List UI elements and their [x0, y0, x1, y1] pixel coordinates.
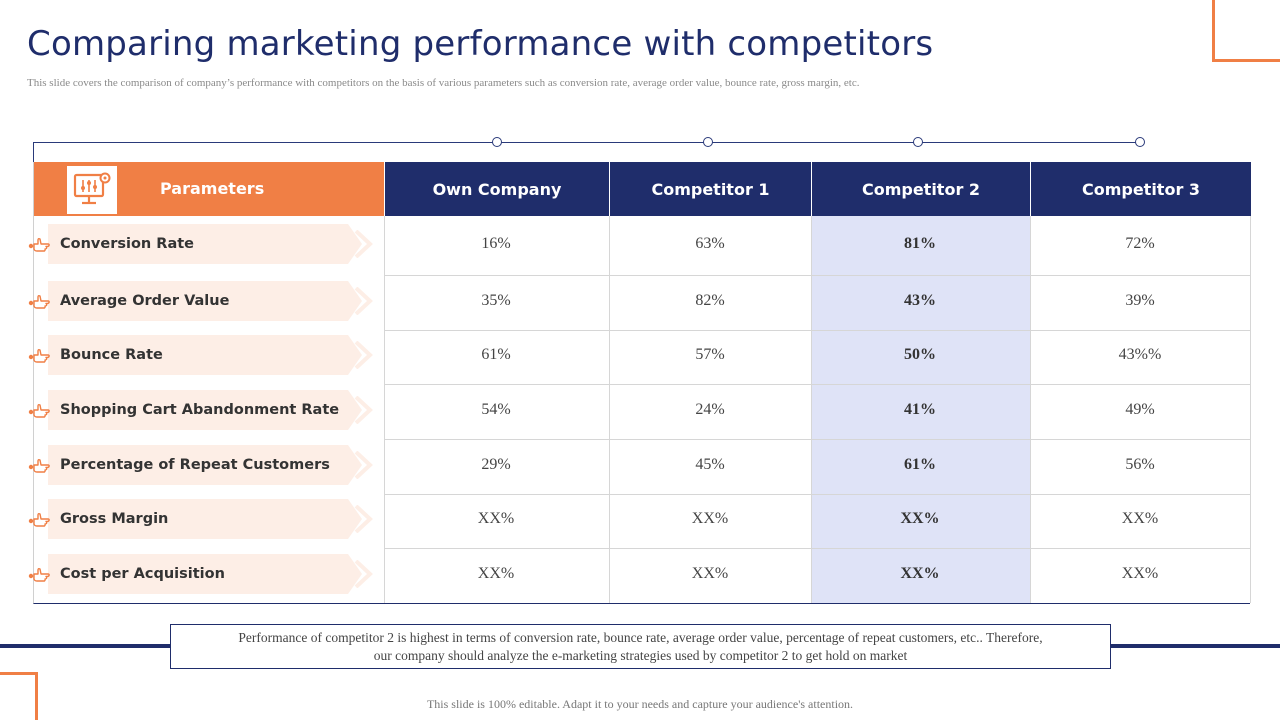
table-cell: 43% [904, 292, 936, 309]
connector-line [33, 142, 1141, 143]
connector-dot [492, 137, 502, 147]
column-divider [1030, 216, 1031, 603]
chevron-outline-icon [354, 560, 373, 588]
pointing-hand-icon [28, 567, 50, 582]
column-divider [384, 216, 385, 603]
parameter-label: Percentage of Repeat Customers [48, 445, 373, 485]
table-cell: 81% [904, 235, 936, 252]
table-cell: XX% [691, 510, 729, 527]
connector-dot [1135, 137, 1145, 147]
comparison-table: Parameters Own Company Competitor 1 Comp… [28, 162, 1251, 604]
table-cell: XX% [900, 510, 940, 527]
summary-note-line-2: our company should analyze the e-marketi… [373, 648, 908, 663]
column-header-competitor-1: Competitor 1 [609, 162, 811, 216]
corner-decoration-top-right [1212, 0, 1280, 62]
table-cell: 41% [904, 401, 936, 418]
chevron-outline-icon [354, 451, 373, 479]
parameter-label: Average Order Value [48, 281, 373, 321]
table-cell: 61% [904, 456, 936, 473]
chevron-outline-icon [354, 505, 373, 533]
parameter-label-text: Average Order Value [60, 293, 230, 309]
column-header-competitor-2: Competitor 2 [811, 162, 1030, 216]
column-header-competitor-3: Competitor 3 [1030, 162, 1251, 216]
page-title: Comparing marketing performance with com… [27, 24, 934, 64]
parameters-header-label: Parameters [160, 179, 265, 198]
table-cell: 72% [1125, 235, 1155, 252]
column-divider [609, 216, 610, 603]
table-cell: XX% [691, 565, 729, 582]
chevron-outline-icon [354, 396, 373, 424]
parameter-label-text: Cost per Acquisition [60, 566, 225, 582]
footer-text: This slide is 100% editable. Adapt it to… [426, 697, 854, 711]
summary-note-line-1: Performance of competitor 2 is highest i… [238, 630, 1043, 645]
connector-dot [913, 137, 923, 147]
page-subtitle: This slide covers the comparison of comp… [27, 77, 860, 89]
pointing-hand-icon [28, 237, 50, 252]
table-cell: XX% [477, 565, 515, 582]
table-cell: 35% [481, 292, 511, 309]
pointing-hand-icon [28, 348, 50, 363]
table-cell: 61% [481, 346, 511, 363]
parameter-label-text: Gross Margin [60, 511, 169, 527]
table-cell: XX% [477, 510, 515, 527]
table-cell: 45% [695, 456, 725, 473]
row-divider [384, 330, 1251, 331]
table-cell: 29% [481, 456, 511, 473]
pointing-hand-icon [28, 458, 50, 473]
monitor-settings-icon [67, 166, 117, 214]
table-cell: 56% [1125, 456, 1155, 473]
parameter-label: Shopping Cart Abandonment Rate [48, 390, 373, 430]
parameter-label: Cost per Acquisition [48, 554, 373, 594]
column-header-own-company: Own Company [384, 162, 609, 216]
chevron-outline-icon [354, 341, 373, 369]
connector-drop [33, 142, 34, 164]
parameter-label: Bounce Rate [48, 335, 373, 375]
pointing-hand-icon [28, 512, 50, 527]
parameters-header: Parameters [34, 162, 384, 216]
row-divider [384, 384, 1251, 385]
table-cell: 49% [1125, 401, 1155, 418]
parameter-label: Gross Margin [48, 499, 373, 539]
column-divider [811, 216, 812, 603]
summary-note: Performance of competitor 2 is highest i… [170, 624, 1111, 669]
parameter-label-text: Conversion Rate [60, 236, 195, 252]
table-cell: XX% [1121, 565, 1159, 582]
corner-decoration-bottom-left [0, 672, 38, 720]
parameter-label: Conversion Rate [48, 224, 373, 264]
table-cell: 50% [904, 346, 936, 363]
table-cell: XX% [1121, 510, 1159, 527]
table-cell: 57% [695, 346, 725, 363]
column-connector [33, 137, 1145, 164]
pointing-hand-icon [28, 294, 50, 309]
table-cell: 54% [481, 401, 511, 418]
column-divider [1250, 216, 1251, 603]
parameter-label-text: Percentage of Repeat Customers [60, 457, 330, 473]
table-cell: 63% [695, 235, 725, 252]
table-cell: 43%% [1118, 346, 1162, 363]
row-divider [384, 548, 1251, 549]
table-cell: 16% [481, 235, 511, 252]
table-cell: 24% [695, 401, 725, 418]
table-cell: XX% [900, 565, 940, 582]
table-cell: 82% [695, 292, 725, 309]
row-divider [384, 275, 1251, 276]
competitor-2-highlight [811, 216, 1030, 603]
row-divider [384, 494, 1251, 495]
parameter-label-text: Bounce Rate [60, 347, 163, 363]
pointing-hand-icon [28, 403, 50, 418]
row-divider [384, 439, 1251, 440]
chevron-outline-icon [354, 287, 373, 315]
table-cell: 39% [1125, 292, 1155, 309]
parameter-label-text: Shopping Cart Abandonment Rate [60, 402, 340, 418]
connector-dot [703, 137, 713, 147]
chevron-outline-icon [354, 230, 373, 258]
